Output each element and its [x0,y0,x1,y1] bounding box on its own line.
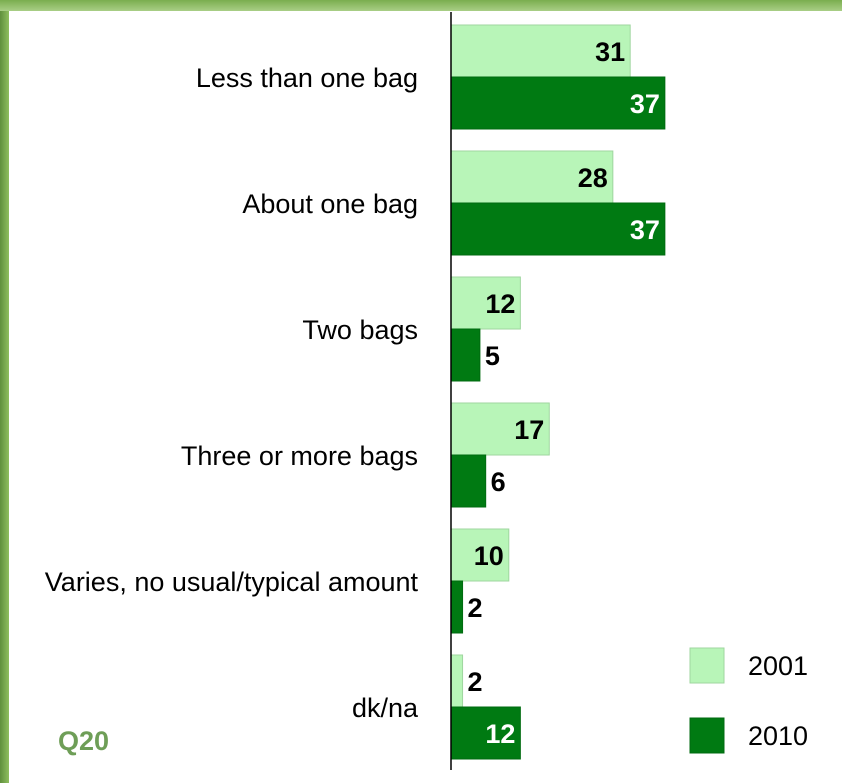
bar-2010 [450,706,521,760]
value-label: 2 [468,593,483,623]
question-footnote: Q20 [58,726,110,756]
value-label: 37 [630,215,660,245]
category-label: About one bag [242,189,418,219]
frame-left-border [0,0,9,783]
category-label: dk/na [352,693,419,723]
legend-swatch-2010 [689,717,725,754]
bar-2001 [450,150,614,204]
value-label: 37 [630,89,660,119]
category-label: Varies, no usual/typical amount [45,567,419,597]
bar-2010 [450,328,481,382]
bar-2010 [450,454,487,508]
category-label: Two bags [302,315,418,345]
bar-2001 [450,528,510,582]
bar-2001 [450,24,631,78]
value-label: 31 [595,37,625,67]
value-label: 17 [514,415,544,445]
category-label: Three or more bags [181,441,418,471]
frame-top-border [0,0,842,11]
legend-swatch-2001 [689,647,725,684]
value-label: 12 [485,719,515,749]
value-label: 12 [485,289,515,319]
value-label: 6 [491,467,506,497]
bar-2010 [450,202,666,256]
bar-2001 [450,654,464,708]
legend-label-2001: 2001 [748,651,808,681]
category-label: Less than one bag [196,63,418,93]
value-label: 10 [474,541,504,571]
bar-2010 [450,580,464,634]
bar-2001 [450,402,550,456]
value-label: 28 [578,163,608,193]
bar-2001 [450,276,521,330]
value-label: 2 [468,667,483,697]
value-label: 5 [485,341,500,371]
legend-label-2010: 2010 [748,721,808,751]
